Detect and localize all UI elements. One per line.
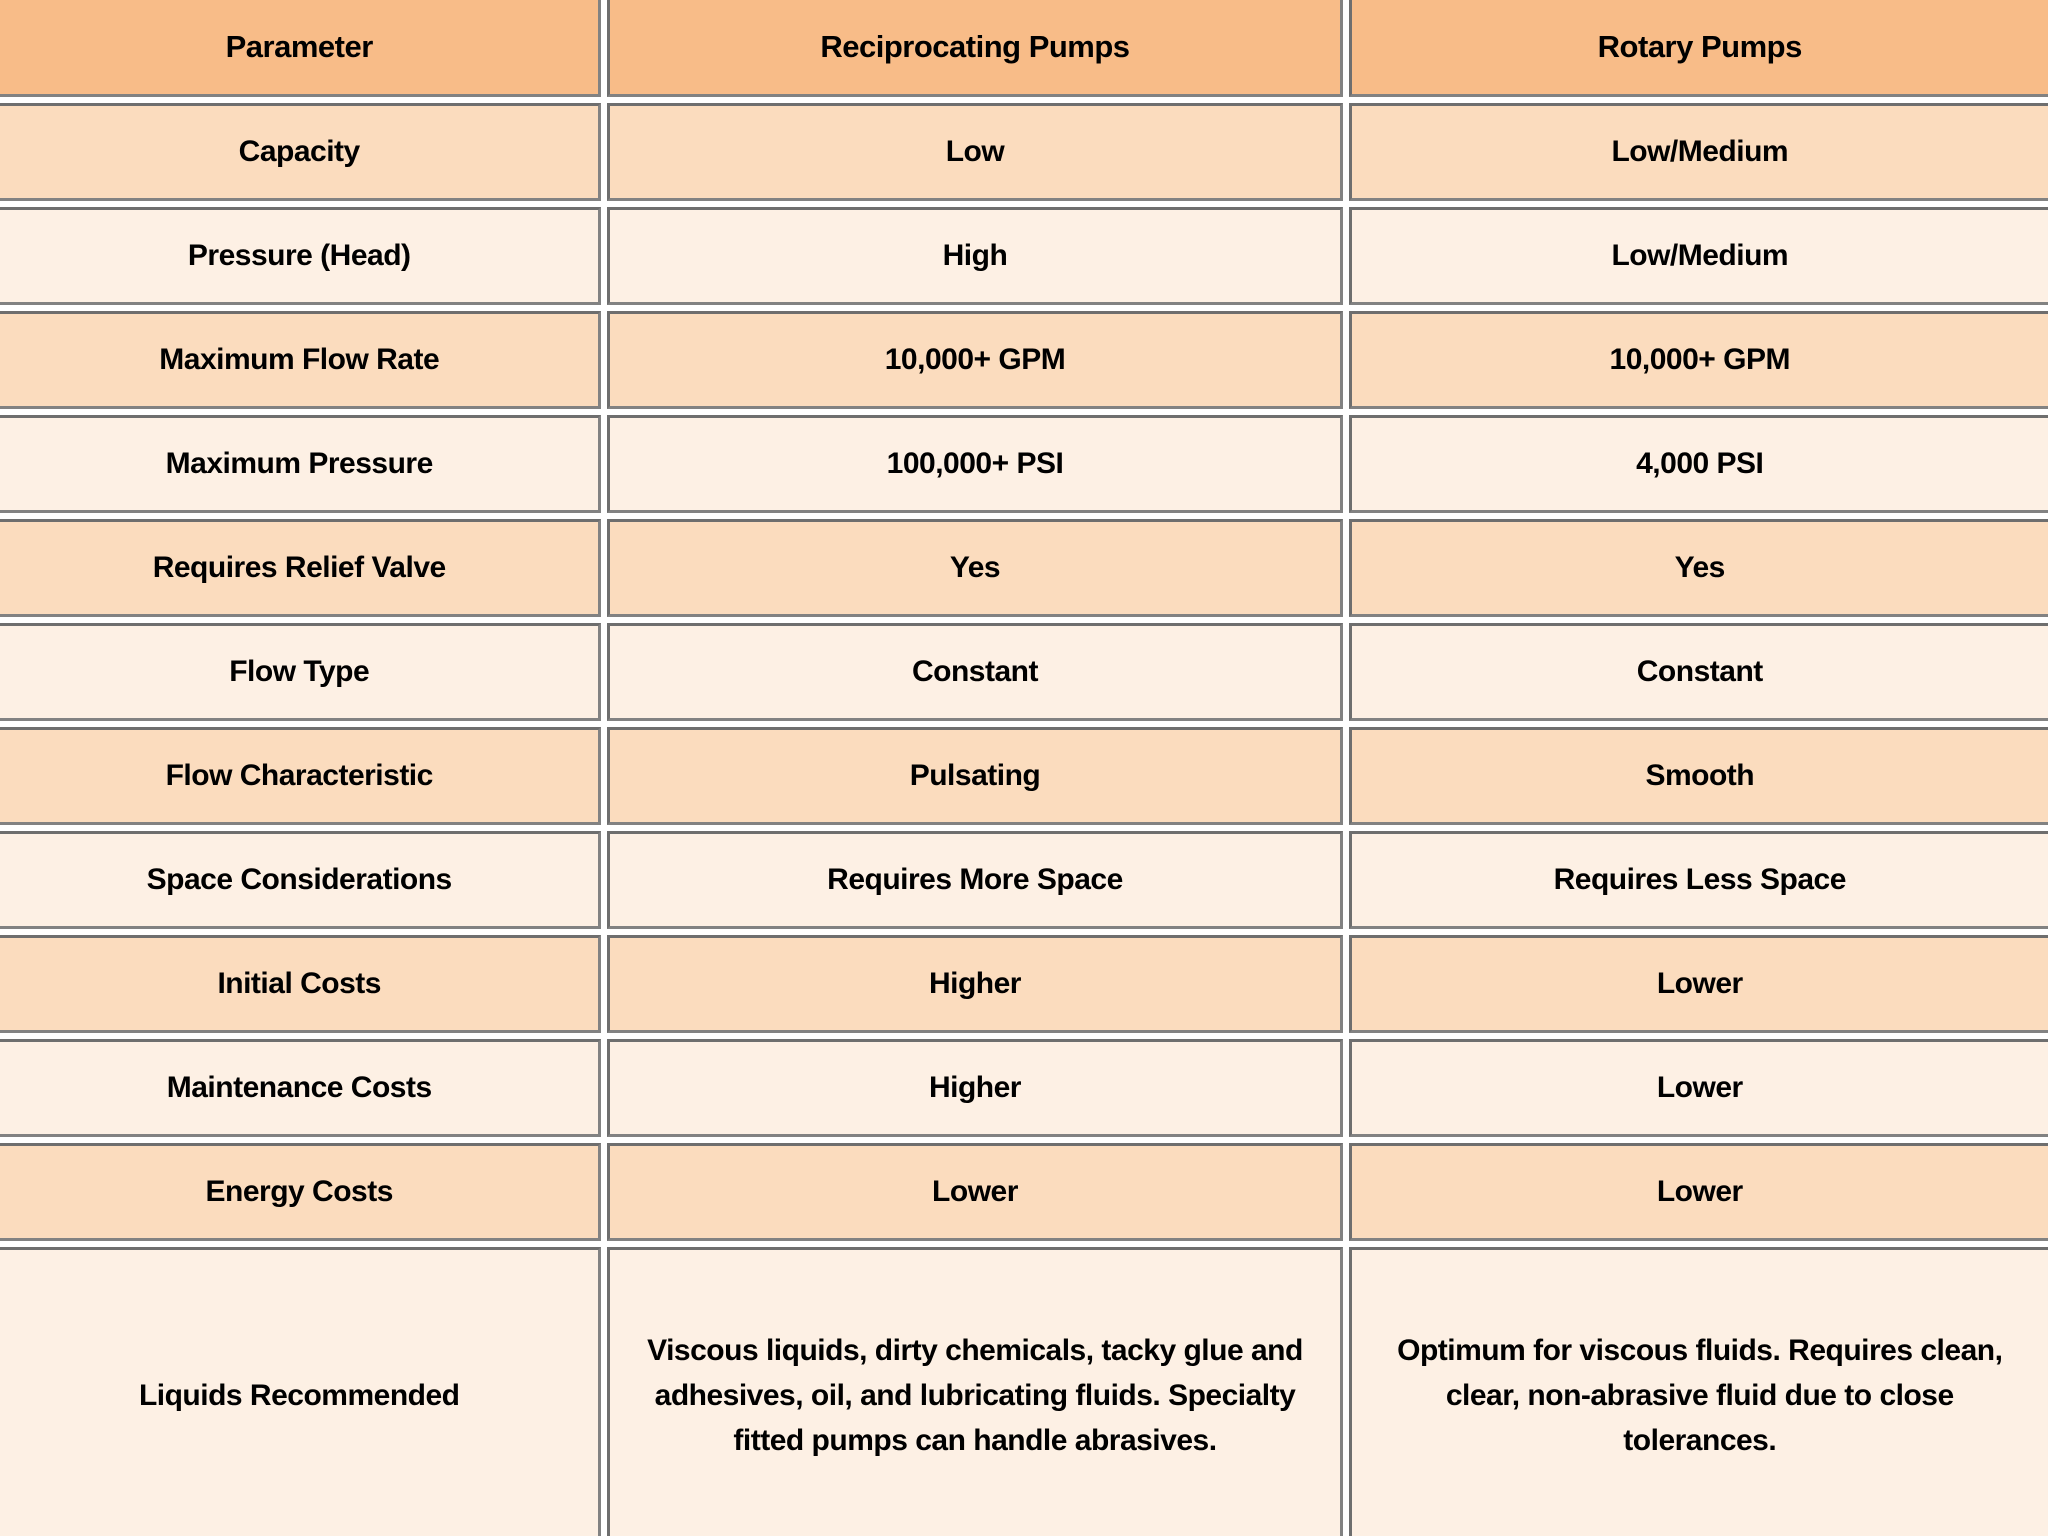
reciprocating-value-cell: Viscous liquids, dirty chemicals, tacky … — [607, 1247, 1343, 1536]
rotary-value-cell: 4,000 PSI — [1348, 415, 2048, 513]
rotary-value-cell: Lower — [1348, 1143, 2048, 1241]
header-row: Parameter Reciprocating Pumps Rotary Pum… — [0, 0, 2048, 97]
rotary-value-cell: Optimum for viscous fluids. Requires cle… — [1348, 1247, 2048, 1536]
table-row-maximum-pressure: Maximum Pressure 100,000+ PSI 4,000 PSI — [0, 415, 2048, 513]
rotary-value-cell: Requires Less Space — [1348, 831, 2048, 929]
table-row-initial-costs: Initial Costs Higher Lower — [0, 935, 2048, 1033]
column-header-rotary: Rotary Pumps — [1348, 0, 2048, 97]
reciprocating-value-cell: Higher — [607, 1039, 1343, 1137]
parameter-cell: Space Considerations — [0, 831, 602, 929]
parameter-cell: Flow Characteristic — [0, 727, 602, 825]
table-row-requires-relief-valve: Requires Relief Valve Yes Yes — [0, 519, 2048, 617]
parameter-cell: Maximum Pressure — [0, 415, 602, 513]
parameter-cell: Requires Relief Valve — [0, 519, 602, 617]
column-header-parameter: Parameter — [0, 0, 602, 97]
reciprocating-value-cell: 100,000+ PSI — [607, 415, 1343, 513]
parameter-cell: Pressure (Head) — [0, 207, 602, 305]
parameter-cell: Initial Costs — [0, 935, 602, 1033]
parameter-cell: Liquids Recommended — [0, 1247, 602, 1536]
reciprocating-value-cell: Higher — [607, 935, 1343, 1033]
table-row-capacity: Capacity Low Low/Medium — [0, 103, 2048, 201]
rotary-value-cell: Smooth — [1348, 727, 2048, 825]
reciprocating-value-cell: Lower — [607, 1143, 1343, 1241]
column-header-reciprocating: Reciprocating Pumps — [607, 0, 1343, 97]
reciprocating-value-cell: High — [607, 207, 1343, 305]
reciprocating-value-cell: 10,000+ GPM — [607, 311, 1343, 409]
parameter-cell: Maximum Flow Rate — [0, 311, 602, 409]
rotary-value-cell: 10,000+ GPM — [1348, 311, 2048, 409]
reciprocating-value-cell: Low — [607, 103, 1343, 201]
reciprocating-value-cell: Constant — [607, 623, 1343, 721]
table-row-liquids-recommended: Liquids Recommended Viscous liquids, dir… — [0, 1247, 2048, 1536]
rotary-value-cell: Lower — [1348, 935, 2048, 1033]
table-row-pressure-head: Pressure (Head) High Low/Medium — [0, 207, 2048, 305]
parameter-cell: Flow Type — [0, 623, 602, 721]
table-row-space-considerations: Space Considerations Requires More Space… — [0, 831, 2048, 929]
rotary-value-cell: Low/Medium — [1348, 103, 2048, 201]
parameter-cell: Maintenance Costs — [0, 1039, 602, 1137]
rotary-value-cell: Yes — [1348, 519, 2048, 617]
table-row-maintenance-costs: Maintenance Costs Higher Lower — [0, 1039, 2048, 1137]
reciprocating-value-cell: Yes — [607, 519, 1343, 617]
reciprocating-value-cell: Requires More Space — [607, 831, 1343, 929]
rotary-value-cell: Constant — [1348, 623, 2048, 721]
parameter-cell: Energy Costs — [0, 1143, 602, 1241]
table-row-maximum-flow-rate: Maximum Flow Rate 10,000+ GPM 10,000+ GP… — [0, 311, 2048, 409]
rotary-value-cell: Low/Medium — [1348, 207, 2048, 305]
rotary-value-cell: Lower — [1348, 1039, 2048, 1137]
table-row-energy-costs: Energy Costs Lower Lower — [0, 1143, 2048, 1241]
reciprocating-value-cell: Pulsating — [607, 727, 1343, 825]
parameter-cell: Capacity — [0, 103, 602, 201]
table-row-flow-characteristic: Flow Characteristic Pulsating Smooth — [0, 727, 2048, 825]
table-row-flow-type: Flow Type Constant Constant — [0, 623, 2048, 721]
